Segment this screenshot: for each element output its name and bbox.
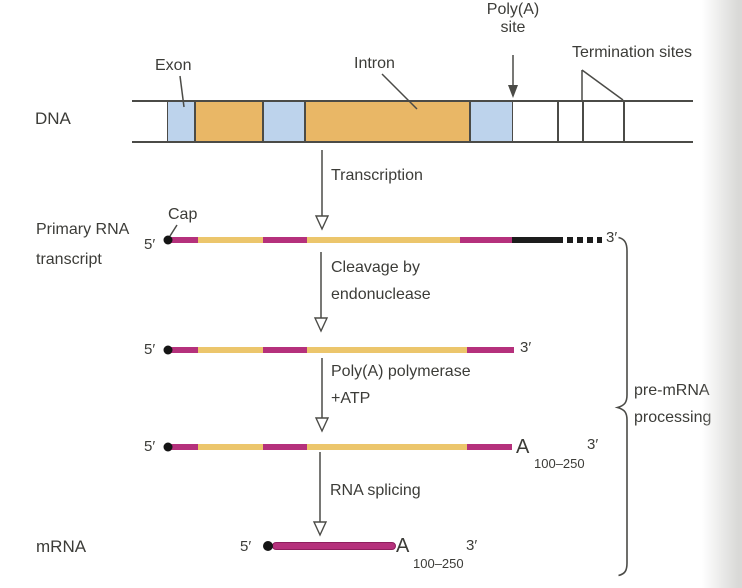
dna-intron-segment [305,102,470,141]
cleavage-step-label-line1: Cleavage by [331,259,420,276]
pre-mrna-processing-label-line1: pre-mRNA [634,382,710,399]
transcription-arrowhead-icon [314,215,330,231]
primary-rna-intron-segment [307,237,460,243]
dna-exon-segment [470,102,513,141]
three-prime-label-cleaved: 3′ [520,339,532,356]
polya-site-label-line2: site [500,19,526,37]
five-prime-label-cleaved: 5′ [144,341,156,358]
poly-a-length-polyadenylated: 100–250 [534,456,585,471]
exon-label: Exon [155,57,192,74]
polyadenylated-rna-intron-segment [198,444,263,450]
termination-sites-label: Termination sites [572,44,693,61]
polya-polymerase-step-label: Poly(A) polymerase +ATP [331,358,471,412]
transcription-step-label: Transcription [331,167,423,184]
cleaved-rna-intron-segment [307,347,467,353]
intron-label: Intron [354,55,395,72]
polya-step-label-line1: Poly(A) polymerase [331,363,471,380]
poly-a-symbol-polyadenylated: A [516,436,530,458]
dna-site-tick [557,102,559,141]
right-edge-fade [702,0,742,588]
dna-exon-segment [263,102,305,141]
primary-rna-exon-segment [460,237,512,243]
cleaved-rna-exon-segment [263,347,307,353]
polya-site-label: Poly(A) site [478,1,548,38]
pre-mrna-processing-label-line2: processing [634,409,712,426]
five-prime-label-polyadenylated: 5′ [144,438,156,455]
dna-exon-segment [167,102,195,141]
pre-mrna-processing-brace [614,236,628,577]
cleaved-rna-bar [170,347,514,353]
cleavage-step-label-line2: endonuclease [331,286,431,303]
three-prime-label-polyadenylated: 3′ [587,436,599,453]
primary-rna-intron-segment [198,237,263,243]
cleavage-arrowhead-icon [313,317,329,333]
cleaved-rna-exon-segment [170,347,198,353]
polya-site-arrowhead-icon [508,85,518,98]
polya-site-label-line1: Poly(A) [486,1,540,18]
mrna-label: mRNA [36,537,87,556]
polyadenylated-rna-exon-segment [170,444,198,450]
poly-a-symbol-mrna: A [396,535,410,557]
five-prime-label-primary: 5′ [144,236,156,253]
primary-rna-label-line2: transcript [36,251,102,268]
cleaved-rna-exon-segment [467,347,514,353]
mrna-bar [272,542,396,550]
polyadenylated-rna-bar [170,444,512,450]
cleaved-rna-intron-segment [198,347,263,353]
splicing-arrowhead-icon [312,521,328,537]
dna-intron-segment [195,102,263,141]
polya-arrowhead-icon [314,417,330,433]
termination-triangle-hypotenuse [581,69,624,101]
dna-site-tick [582,102,584,141]
primary-rna-tail-segment [512,237,563,243]
five-prime-label-mrna: 5′ [240,538,252,555]
primary-rna-label-line1: Primary RNA [36,221,130,238]
mrna-exon-segment [272,542,396,550]
primary-rna-exon-segment [170,237,198,243]
primary-rna-tail_dashed-segment [567,237,602,243]
polya-step-label-line2: +ATP [331,390,371,407]
dna-label: DNA [35,109,71,128]
cap-pointer-line [169,224,178,237]
poly-a-length-mrna: 100–250 [413,556,464,571]
cap-label: Cap [168,206,198,223]
cleavage-step-label: Cleavage by endonuclease [331,254,431,308]
polyadenylated-rna-exon-segment [263,444,307,450]
dna-site-tick [623,102,625,141]
primary-rna-exon-segment [263,237,307,243]
dna-bar [132,100,693,143]
splicing-step-label: RNA splicing [330,482,421,499]
polyadenylated-rna-intron-segment [307,444,467,450]
three-prime-label-primary: 3′ [606,229,618,246]
primary-transcript-bar [170,237,602,243]
three-prime-label-mrna: 3′ [466,537,478,554]
polyadenylated-rna-exon-segment [467,444,512,450]
